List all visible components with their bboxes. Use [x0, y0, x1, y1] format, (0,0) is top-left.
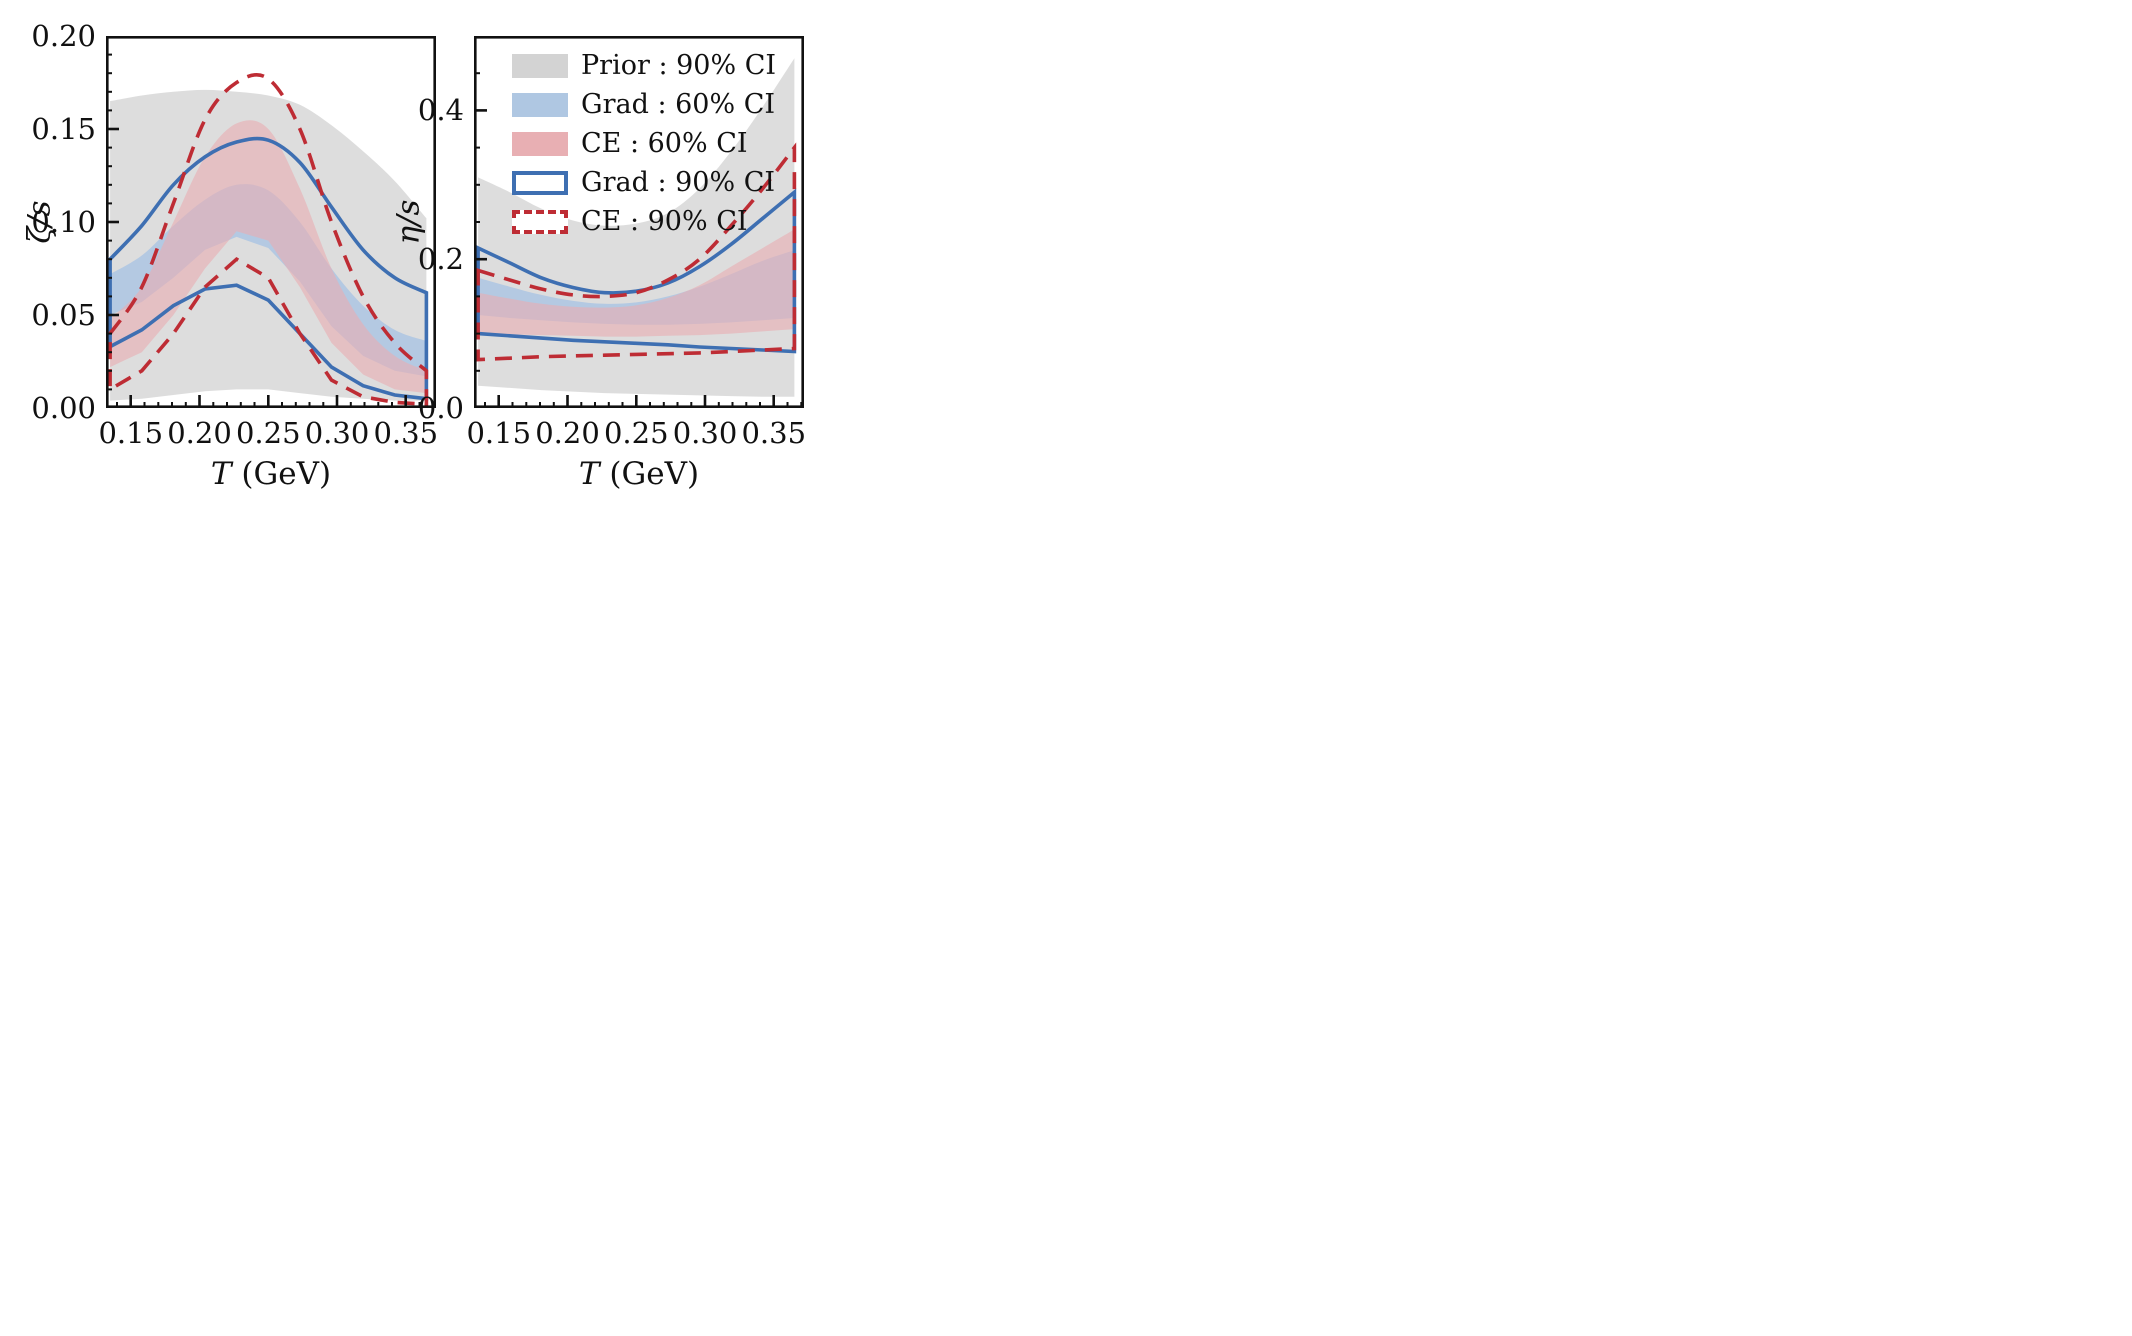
- y-tick-label: 0.0: [417, 391, 464, 425]
- y-axis-label: ζ/s: [21, 200, 58, 244]
- x-tick-label: 0.35: [373, 416, 439, 450]
- grad-90-outline: [108, 136, 429, 401]
- ce-90-outline: [108, 72, 429, 407]
- ce-60-band: [478, 229, 795, 337]
- legend-prior-90-swatch: [512, 53, 568, 78]
- x-tick-label: 0.35: [741, 416, 807, 450]
- x-tick-label: 0.25: [603, 416, 669, 450]
- legend-prior-90: Prior : 90% CI: [512, 50, 776, 81]
- y-tick-label: 0.2: [417, 242, 464, 277]
- panel-eta-0: 0.0 0.2 0.4 0.15 0.20 0.25 0.30 0.35 η/s T (GeV) P…: [368, 6, 828, 498]
- zeta-plot-0: [106, 36, 436, 408]
- y-tick-label: 0.4: [417, 93, 464, 128]
- legend-ce-90-swatch: [512, 209, 568, 234]
- y-axis-label: η/s: [390, 199, 427, 245]
- legend-ce-60: CE : 60% CI: [512, 128, 776, 159]
- x-tick-label: 0.15: [466, 416, 532, 450]
- y-tick-label: 0.20: [31, 19, 96, 53]
- legend-grad-60: Grad : 60% CI: [512, 89, 776, 120]
- legend-ce-90-label: CE : 90% CI: [581, 206, 748, 237]
- posterior-grid-grad-blue-ce-red: [14, 504, 1050, 754]
- y-tick-label: 0.15: [31, 112, 96, 146]
- y-tick-label: 0.00: [31, 391, 96, 425]
- legend-grad-60-label: Grad : 60% CI: [581, 89, 776, 120]
- x-tick-label: 0.20: [167, 416, 232, 450]
- x-tick-label: 0.30: [672, 416, 738, 450]
- top-legend: Prior : 90% CI Grad : 60% CI CE : 60% CI Gr…: [512, 50, 776, 237]
- x-tick-label: 0.15: [98, 416, 164, 450]
- x-tick-label: 0.20: [535, 416, 600, 450]
- panel-zeta-0: 0.00 0.05 0.10 0.15 0.20 0.15 0.20 0.25 0.30 0.35…: [0, 6, 460, 498]
- x-tick-label: 0.30: [304, 416, 370, 450]
- legend-grad-90-swatch: [512, 170, 568, 195]
- x-tick-label: 0.25: [235, 416, 301, 450]
- legend-ce-60-swatch: [512, 131, 568, 156]
- ce-90-outline: [476, 142, 797, 362]
- ce-60-band: [110, 120, 427, 394]
- legend-prior-90-label: Prior : 90% CI: [581, 50, 777, 81]
- legend-grad-60-swatch: [512, 92, 568, 117]
- legend-ce-60-label: CE : 60% CI: [581, 128, 748, 159]
- y-tick-label: 0.05: [31, 298, 96, 332]
- plot-border: [106, 36, 436, 408]
- eta-plot-0: [474, 36, 804, 408]
- x-axis-label: T (GeV): [578, 456, 700, 492]
- x-axis-label: T (GeV): [210, 456, 332, 492]
- legend-grad-90: Grad : 90% CI: [512, 167, 776, 198]
- legend-ce-90: CE : 90% CI: [512, 206, 776, 237]
- panel-N-0: [14, 504, 350, 754]
- legend-grad-90-label: Grad : 90% CI: [581, 167, 776, 198]
- plot-border: [474, 36, 804, 408]
- grad-90-outline: [476, 188, 797, 354]
- y-tick-label: 0.10: [31, 205, 96, 239]
